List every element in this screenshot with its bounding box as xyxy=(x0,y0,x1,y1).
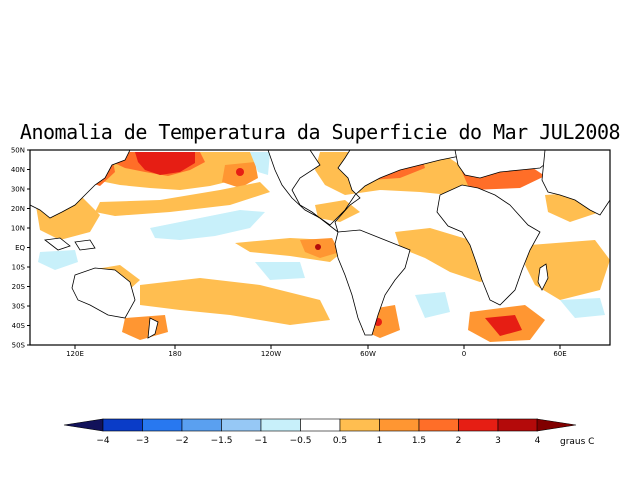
lon-label-120w: 120W xyxy=(261,350,281,358)
colorbar-tick-label: 2 xyxy=(456,436,462,446)
colorbar-box xyxy=(181,418,222,432)
north-america xyxy=(267,150,471,234)
colorbar-box xyxy=(300,418,341,432)
map-title: Anomalia de Temperatura da Superficie do… xyxy=(19,120,621,144)
latitude-axis: 50N 40N 30N 20N 10N EQ 10S 20S 30S 40S 5… xyxy=(11,147,30,350)
colorbar-box xyxy=(260,418,301,432)
lon-label-60e: 60E xyxy=(553,350,566,358)
australia xyxy=(71,267,136,319)
colorbar-unit-label: graus C xyxy=(560,437,594,447)
warm-anomaly-indian-ocean xyxy=(525,240,610,300)
hot-anomaly-north-pacific xyxy=(135,152,195,175)
colorbar-box xyxy=(221,418,262,432)
africa xyxy=(436,184,541,306)
lat-label-10n: 10N xyxy=(11,225,25,233)
warm-anomaly-tasman xyxy=(122,315,168,340)
asia-east xyxy=(541,150,610,216)
lon-label-120e: 120E xyxy=(66,350,84,358)
colorbar-tick-label: −2 xyxy=(175,436,188,446)
warm-band-subtropical-pacific xyxy=(95,182,270,216)
colorbar-boxes xyxy=(102,418,538,432)
colorbar-tick-label: 4 xyxy=(535,436,541,446)
coastlines xyxy=(30,150,610,339)
lat-label-10s: 10S xyxy=(12,264,26,272)
cool-anomaly-southern-indian xyxy=(560,298,605,318)
colorbar-tick-label: 1 xyxy=(377,436,383,446)
longitude-axis: 120E 180 120W 60W 0 60E xyxy=(66,345,567,358)
colorbar-tick-label: −3 xyxy=(136,436,149,446)
colorbar-tick-label: −0.5 xyxy=(290,436,312,446)
colorbar-box xyxy=(339,418,380,432)
colorbar-tick-label: 0.5 xyxy=(333,436,347,446)
hot-spot-nino12 xyxy=(315,244,321,250)
lat-label-40n: 40N xyxy=(11,166,25,174)
colorbar: −4 −3 −2 −1.5 −1 −0.5 0.5 1 1.5 2 3 4 graus C xyxy=(63,418,594,447)
colorbar-box xyxy=(458,418,499,432)
colorbar-tick-label: −4 xyxy=(96,436,110,446)
south-america xyxy=(334,229,411,336)
colorbar-tick-label: 3 xyxy=(495,436,501,446)
madagascar xyxy=(537,263,549,291)
hot-spot-mid-pacific xyxy=(236,168,244,176)
lat-label-50s: 50S xyxy=(12,342,26,350)
colorbar-tick-label: −1 xyxy=(254,436,267,446)
colorbar-box xyxy=(379,418,420,432)
lat-label-50n: 50N xyxy=(11,147,25,155)
warm-anomaly-tropical-atlantic xyxy=(395,228,505,282)
asia xyxy=(30,150,131,219)
colorbar-box xyxy=(142,418,183,432)
lat-label-30n: 30N xyxy=(11,186,25,194)
lon-label-60w: 60W xyxy=(360,350,376,358)
new-zealand xyxy=(147,317,159,339)
colorbar-neg-arrow xyxy=(63,418,104,432)
cool-anomaly-indonesia xyxy=(38,250,78,270)
colorbar-ticks: −4 −3 −2 −1.5 −1 −0.5 0.5 1 1.5 2 3 4 xyxy=(96,436,540,446)
indonesia xyxy=(43,237,96,251)
colorbar-box xyxy=(102,418,143,432)
cool-anomaly-south-pacific xyxy=(255,262,305,280)
colorbar-tick-label: −1.5 xyxy=(211,436,233,446)
colorbar-tick-label: 1.5 xyxy=(412,436,426,446)
warm-anomaly-south-pacific xyxy=(140,278,330,325)
lon-label-0: 0 xyxy=(462,350,466,358)
lat-label-30s: 30S xyxy=(12,303,26,311)
colorbar-box xyxy=(497,418,538,432)
colorbar-pos-arrow xyxy=(536,418,577,432)
lat-label-20s: 20S xyxy=(12,283,26,291)
cool-anomaly-central-pacific xyxy=(150,210,265,240)
colorbar-box xyxy=(418,418,459,432)
lat-label-20n: 20N xyxy=(11,205,25,213)
lon-label-180: 180 xyxy=(168,350,181,358)
lat-label-eq: EQ xyxy=(15,244,25,252)
hot-anomaly-agulhas xyxy=(485,315,522,336)
cool-anomaly-north-pacific-east xyxy=(250,152,270,175)
cool-anomaly-south-atlantic xyxy=(415,292,450,318)
lat-label-40s: 40S xyxy=(12,322,26,330)
